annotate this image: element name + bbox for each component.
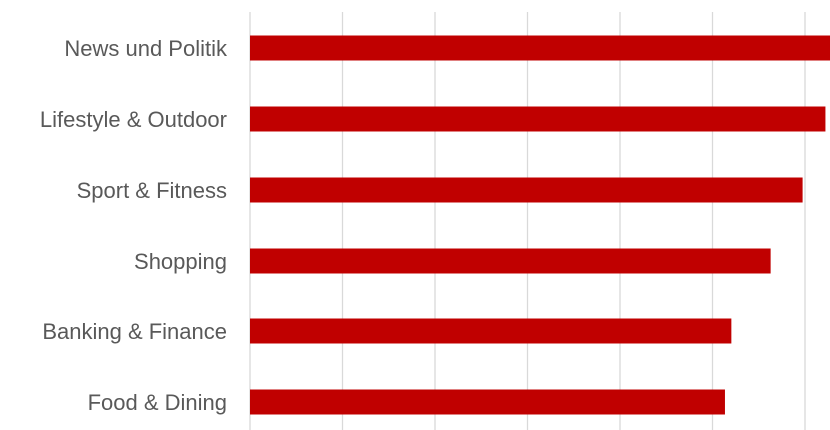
category-label-1: Lifestyle & Outdoor [40, 107, 227, 132]
gridlines [249, 12, 806, 430]
bar-1 [250, 106, 826, 132]
bars [250, 35, 830, 415]
bar-0 [250, 35, 830, 61]
bar-2 [250, 177, 803, 203]
bar-3 [250, 248, 771, 274]
category-labels: News und Politik Lifestyle & Outdoor Sport… [40, 36, 228, 415]
bar-5 [250, 389, 725, 415]
category-label-0: News und Politik [64, 36, 228, 61]
bar-4 [250, 318, 732, 344]
category-label-4: Banking & Finance [42, 319, 227, 344]
category-label-3: Shopping [134, 249, 227, 274]
category-label-2: Sport & Fitness [77, 178, 227, 203]
category-label-5: Food & Dining [88, 390, 227, 415]
